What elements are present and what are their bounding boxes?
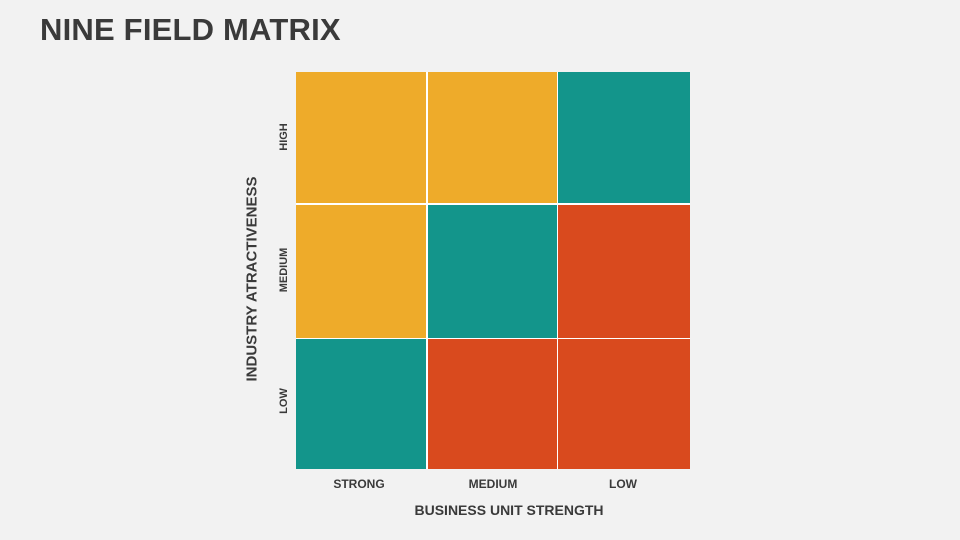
x-label-low: LOW bbox=[609, 477, 637, 491]
cell-low-low bbox=[558, 339, 690, 469]
cell-low-medium bbox=[427, 339, 557, 469]
cell-medium-low bbox=[558, 204, 690, 338]
y-label-high: HIGH bbox=[278, 123, 290, 151]
y-label-medium: MEDIUM bbox=[278, 247, 290, 293]
cell-medium-strong bbox=[296, 204, 426, 338]
y-label-low: LOW bbox=[278, 388, 290, 414]
cell-high-medium bbox=[427, 72, 557, 203]
x-label-strong: STRONG bbox=[333, 477, 385, 491]
cell-high-strong bbox=[296, 72, 426, 203]
y-axis-title: INDUSTRY ATRACTIVENESS bbox=[243, 176, 261, 382]
cell-low-strong bbox=[296, 339, 426, 469]
page-title: NINE FIELD MATRIX bbox=[40, 12, 341, 47]
cell-high-low bbox=[558, 72, 690, 203]
x-axis-title: BUSINESS UNIT STRENGTH bbox=[414, 502, 604, 518]
x-label-medium: MEDIUM bbox=[468, 477, 518, 491]
cell-medium-medium bbox=[427, 204, 557, 338]
nine-field-matrix bbox=[296, 72, 690, 469]
